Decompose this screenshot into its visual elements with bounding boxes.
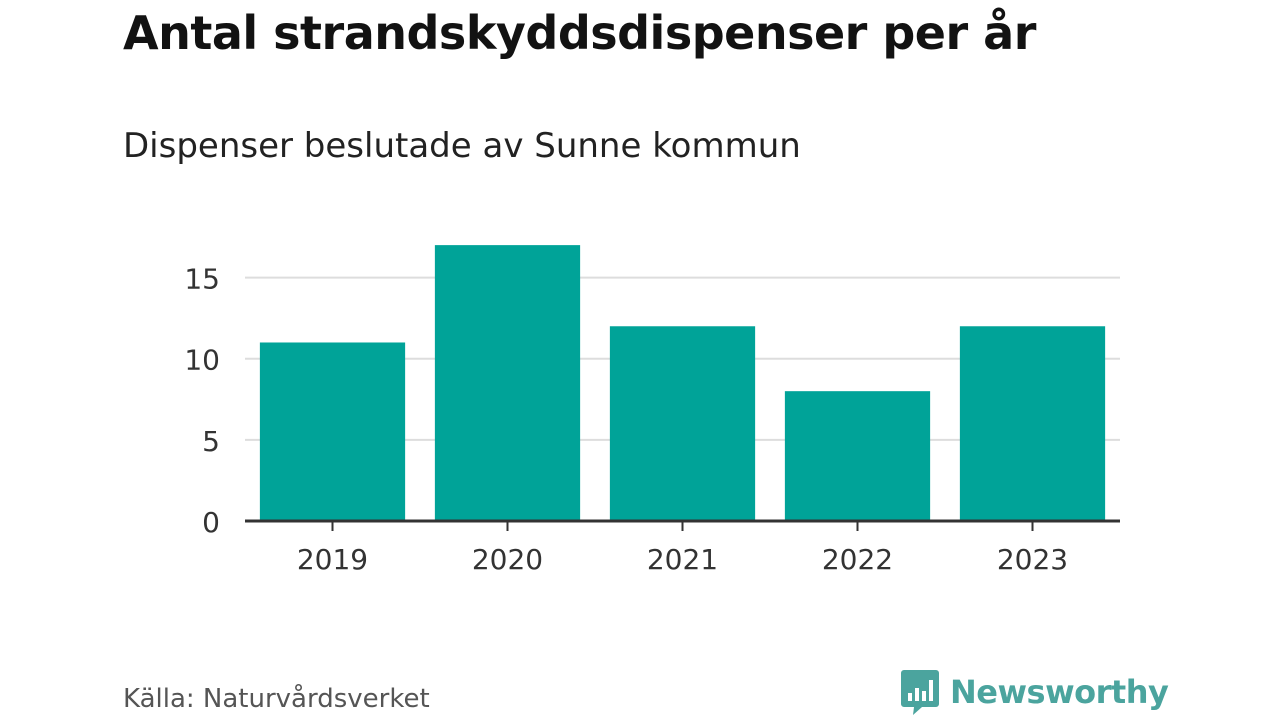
y-tick-label: 0 — [202, 506, 220, 539]
x-tick-label: 2021 — [647, 543, 718, 576]
bar-2020 — [434, 245, 581, 521]
newsworthy-logo-icon — [901, 670, 939, 715]
tick-labels: 0 5 10 15 2019 2020 2021 2022 2023 — [184, 263, 1068, 576]
bar-2019 — [259, 342, 406, 521]
x-tick-label: 2023 — [997, 543, 1068, 576]
y-tick-label: 5 — [202, 425, 220, 458]
bar-2022 — [784, 391, 931, 521]
x-tick-label: 2020 — [472, 543, 543, 576]
y-tick-label: 15 — [184, 263, 220, 296]
bar-2021 — [609, 326, 756, 521]
bars — [259, 245, 1106, 521]
x-tick-label: 2019 — [297, 543, 368, 576]
y-tick-label: 10 — [184, 344, 220, 377]
x-tick-label: 2022 — [822, 543, 893, 576]
brand-name: Newsworthy — [950, 673, 1169, 711]
brand-logo[interactable]: Newsworthy — [900, 668, 1169, 716]
source-note: Källa: Naturvårdsverket — [123, 684, 430, 714]
axes — [245, 519, 1120, 531]
bar-2023 — [959, 326, 1106, 521]
chart-title: Antal strandskyddsdispenser per år — [123, 6, 1036, 60]
chart-subtitle: Dispenser beslutade av Sunne kommun — [123, 126, 801, 166]
